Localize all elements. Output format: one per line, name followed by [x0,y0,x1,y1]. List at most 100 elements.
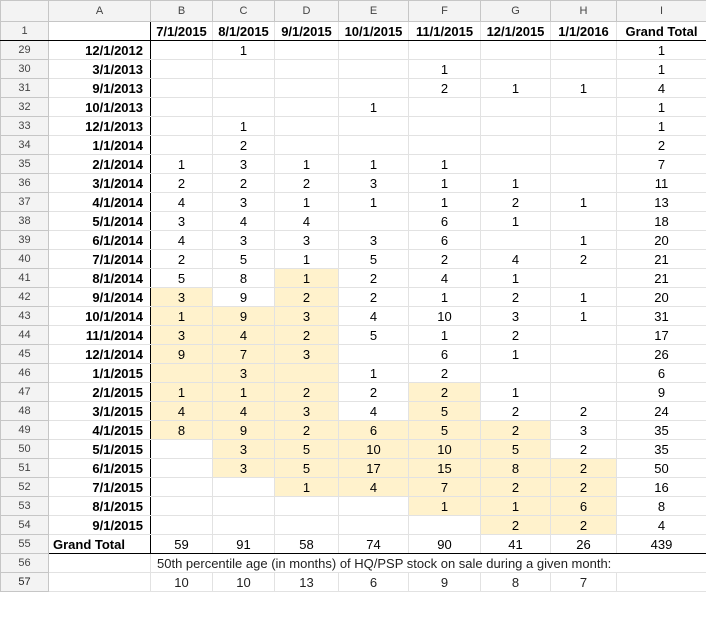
row-header[interactable]: 34 [0,135,49,155]
value-cell[interactable] [150,78,213,98]
value-cell[interactable]: 3 [338,230,409,250]
value-cell[interactable]: 1 [408,325,481,345]
row-header[interactable]: 45 [0,344,49,364]
grand-total-cell[interactable]: 4 [616,78,706,98]
grand-total-cell[interactable]: 31 [616,306,706,326]
value-cell[interactable]: 2 [274,173,339,193]
value-cell[interactable] [480,154,551,174]
row-header[interactable]: 55 [0,534,49,554]
value-cell[interactable] [150,363,213,383]
value-cell[interactable]: 4 [150,230,213,250]
value-cell[interactable]: 3 [212,230,275,250]
grand-total-label[interactable]: Grand Total [48,534,151,554]
row-header[interactable]: 31 [0,78,49,98]
column-total-cell[interactable]: 41 [480,534,551,554]
date-cell[interactable]: 11/1/2014 [48,325,151,345]
grand-total-cell[interactable]: 13 [616,192,706,212]
grand-total-cell[interactable]: 9 [616,382,706,402]
value-cell[interactable] [212,477,275,497]
column-total-cell[interactable]: 90 [408,534,481,554]
date-cell[interactable]: 8/1/2015 [48,496,151,516]
grand-total-cell[interactable]: 4 [616,515,706,535]
date-cell[interactable]: 2/1/2015 [48,382,151,402]
value-cell[interactable]: 1 [150,306,213,326]
value-cell[interactable]: 4 [212,211,275,231]
grand-total-cell[interactable]: 11 [616,173,706,193]
date-cell[interactable]: 12/1/2012 [48,40,151,60]
value-cell[interactable]: 1 [480,211,551,231]
value-cell[interactable] [550,268,617,288]
value-cell[interactable] [150,515,213,535]
grand-total-cell[interactable]: 35 [616,420,706,440]
row-header[interactable]: 57 [0,572,49,592]
value-cell[interactable]: 2 [338,287,409,307]
row-header[interactable]: 47 [0,382,49,402]
value-cell[interactable]: 1 [550,230,617,250]
value-cell[interactable] [212,496,275,516]
column-header-g[interactable]: G [480,0,551,22]
grand-total-cell[interactable]: 26 [616,344,706,364]
median-age-cell[interactable]: 10 [150,572,213,592]
value-cell[interactable] [480,135,551,155]
value-cell[interactable] [274,78,339,98]
value-cell[interactable]: 3 [274,401,339,421]
date-cell[interactable]: 1/1/2015 [48,363,151,383]
grand-total-cell[interactable]: 8 [616,496,706,516]
value-cell[interactable]: 8 [150,420,213,440]
column-total-cell[interactable]: 59 [150,534,213,554]
value-cell[interactable]: 4 [212,401,275,421]
row-header[interactable]: 41 [0,268,49,288]
date-cell[interactable]: 3/1/2015 [48,401,151,421]
median-age-cell[interactable]: 6 [338,572,409,592]
row-header[interactable]: 43 [0,306,49,326]
grand-total-cell[interactable]: 17 [616,325,706,345]
value-cell[interactable]: 3 [338,173,409,193]
value-cell[interactable]: 1 [480,78,551,98]
cell[interactable] [48,21,151,41]
note-cell[interactable]: 50th percentile age (in months) of HQ/PS… [150,553,706,573]
value-cell[interactable]: 5 [338,249,409,269]
value-cell[interactable]: 10 [338,439,409,459]
value-cell[interactable]: 4 [338,401,409,421]
value-cell[interactable]: 3 [274,344,339,364]
value-cell[interactable] [150,496,213,516]
month-header-cell[interactable]: 11/1/2015 [408,21,481,41]
value-cell[interactable]: 2 [480,287,551,307]
value-cell[interactable] [550,344,617,364]
value-cell[interactable]: 10 [408,439,481,459]
value-cell[interactable]: 4 [274,211,339,231]
row-header[interactable]: 39 [0,230,49,250]
row-header[interactable]: 48 [0,401,49,421]
value-cell[interactable]: 6 [408,344,481,364]
date-cell[interactable]: 8/1/2014 [48,268,151,288]
value-cell[interactable]: 2 [550,249,617,269]
value-cell[interactable]: 1 [480,344,551,364]
value-cell[interactable]: 2 [550,515,617,535]
value-cell[interactable]: 1 [550,287,617,307]
value-cell[interactable]: 1 [550,78,617,98]
value-cell[interactable] [338,344,409,364]
value-cell[interactable]: 1 [408,154,481,174]
value-cell[interactable]: 1 [212,40,275,60]
median-age-cell[interactable]: 9 [408,572,481,592]
value-cell[interactable] [408,97,481,117]
value-cell[interactable] [550,154,617,174]
value-cell[interactable]: 2 [212,173,275,193]
value-cell[interactable]: 17 [338,458,409,478]
date-cell[interactable]: 6/1/2015 [48,458,151,478]
grand-total-cell[interactable]: 20 [616,230,706,250]
date-cell[interactable]: 12/1/2013 [48,116,151,136]
value-cell[interactable] [550,59,617,79]
column-header-d[interactable]: D [274,0,339,22]
grand-total-cell[interactable]: 18 [616,211,706,231]
grand-total-cell[interactable]: 6 [616,363,706,383]
value-cell[interactable]: 1 [338,97,409,117]
grand-total-cell[interactable]: 2 [616,135,706,155]
value-cell[interactable] [480,40,551,60]
value-cell[interactable] [550,211,617,231]
grand-total-cell[interactable]: 7 [616,154,706,174]
value-cell[interactable]: 2 [550,439,617,459]
date-cell[interactable]: 3/1/2014 [48,173,151,193]
date-cell[interactable]: 3/1/2013 [48,59,151,79]
column-total-cell[interactable]: 58 [274,534,339,554]
